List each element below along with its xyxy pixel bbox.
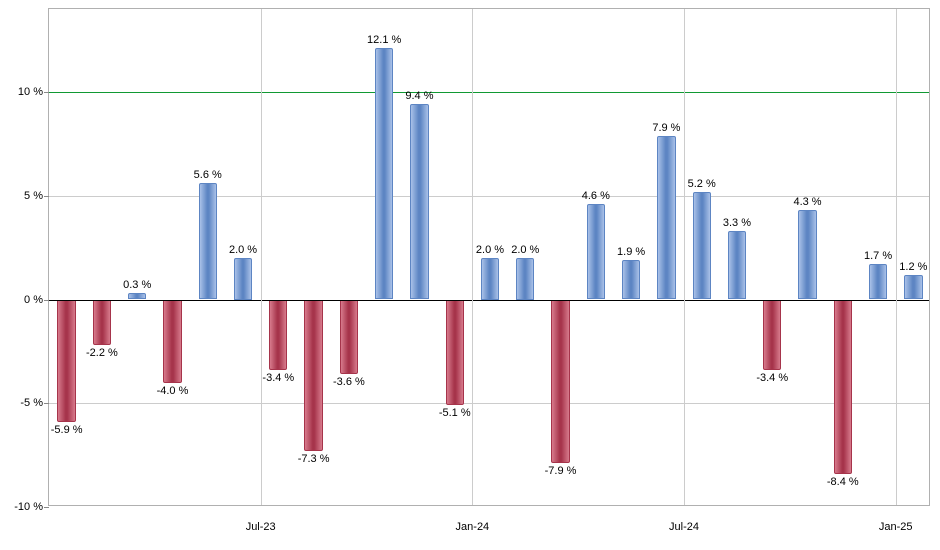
bar	[834, 300, 852, 474]
bar	[481, 258, 499, 300]
bar	[57, 300, 75, 422]
bar-value-label: -4.0 %	[157, 385, 189, 397]
bar-value-label: 1.2 %	[899, 261, 927, 273]
bar	[269, 300, 287, 371]
bar	[93, 300, 111, 346]
bar	[375, 48, 393, 299]
y-tick-label: 0 %	[24, 294, 49, 306]
bar	[798, 210, 816, 299]
bar-value-label: 5.6 %	[194, 169, 222, 181]
gridline	[49, 403, 929, 404]
bar	[869, 264, 887, 299]
bar-value-label: -5.1 %	[439, 407, 471, 419]
bar-value-label: 9.4 %	[405, 90, 433, 102]
x-tick-label: Jan-25	[879, 505, 913, 533]
bar-value-label: -3.4 %	[756, 372, 788, 384]
bar-value-label: -3.4 %	[262, 372, 294, 384]
bar-value-label: -8.4 %	[827, 476, 859, 488]
bar	[657, 136, 675, 300]
bar	[728, 231, 746, 299]
x-gridline	[472, 9, 473, 505]
bar-value-label: 4.6 %	[582, 190, 610, 202]
bar-value-label: -5.9 %	[51, 424, 83, 436]
bar	[340, 300, 358, 375]
bar-value-label: -2.2 %	[86, 347, 118, 359]
y-tick-label: -5 %	[20, 397, 49, 409]
bar	[693, 192, 711, 300]
bar-value-label: -3.6 %	[333, 376, 365, 388]
x-gridline	[896, 9, 897, 505]
bar-value-label: -7.3 %	[298, 453, 330, 465]
monthly-returns-chart: -10 % -5 % 0 % 5 % 10 % -5.9 % -2.2 % 0.3 % -4.0…	[0, 0, 940, 550]
bar-value-label: 5.2 %	[688, 178, 716, 190]
bar	[446, 300, 464, 406]
bar-value-label: 7.9 %	[652, 122, 680, 134]
x-gridline	[261, 9, 262, 505]
y-tick-label: -10 %	[14, 501, 49, 513]
bar-value-label: -7.9 %	[545, 465, 577, 477]
bar	[304, 300, 322, 451]
bar-value-label: 2.0 %	[511, 244, 539, 256]
bar	[622, 260, 640, 299]
reference-line	[49, 92, 929, 93]
x-tick-label: Jul-23	[246, 505, 276, 533]
x-tick-label: Jan-24	[456, 505, 490, 533]
bar-value-label: 4.3 %	[793, 196, 821, 208]
bar	[763, 300, 781, 371]
bar-value-label: 1.7 %	[864, 250, 892, 262]
bar	[516, 258, 534, 300]
bar	[163, 300, 181, 383]
bar-value-label: 2.0 %	[476, 244, 504, 256]
bar	[234, 258, 252, 300]
bar-value-label: 1.9 %	[617, 246, 645, 258]
bar-value-label: 0.3 %	[123, 279, 151, 291]
x-gridline	[684, 9, 685, 505]
bar-value-label: 12.1 %	[367, 34, 401, 46]
y-tick-label: 5 %	[24, 190, 49, 202]
zero-line	[49, 300, 929, 301]
x-tick-label: Jul-24	[669, 505, 699, 533]
bar	[551, 300, 569, 464]
bar	[587, 204, 605, 299]
bar	[410, 104, 428, 299]
plot-area: -10 %-5 %0 %5 %10 %-5.9 %-2.2 %0.3 %-4.0…	[48, 8, 930, 506]
y-tick-label: 10 %	[18, 86, 49, 98]
bar	[904, 275, 922, 300]
bar-value-label: 3.3 %	[723, 217, 751, 229]
bar-value-label: 2.0 %	[229, 244, 257, 256]
bar	[199, 183, 217, 299]
